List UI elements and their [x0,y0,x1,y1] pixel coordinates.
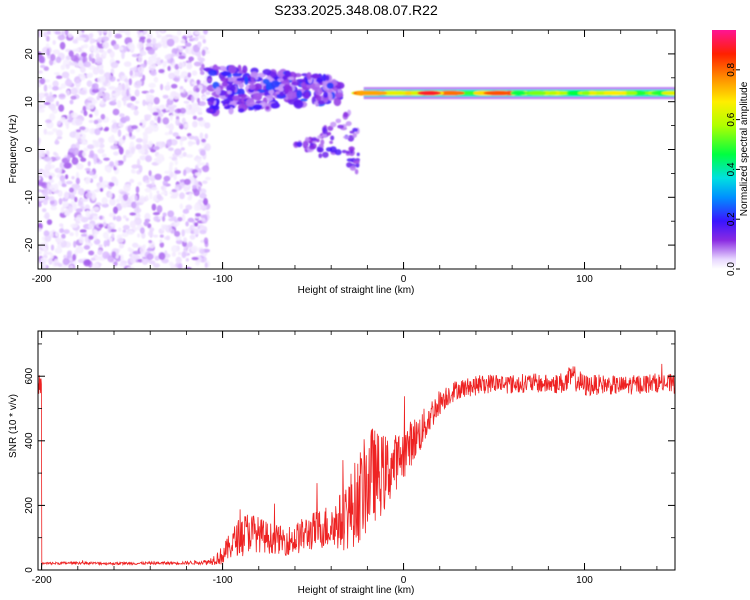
spectrogram-ylabel: Frequency (Hz) [8,115,19,184]
colorbar-tick-label: 0.8 [726,62,737,76]
spectrogram-region-1 [203,64,345,117]
snr-frame [37,330,676,571]
x-tick-label: 0 [401,575,407,586]
x-tick-label: -200 [32,575,52,586]
y-tick-label: -10 [24,190,35,205]
x-tick-label: 100 [576,575,593,586]
y-tick-label: 20 [24,48,35,60]
x-tick-label: -100 [213,274,233,285]
colorbar-tick-label: 0.0 [726,262,737,276]
spectrogram-region-3 [351,87,675,100]
y-tick-label: 0 [24,567,35,573]
colorbar-gradient [712,30,736,269]
y-tick-label: 600 [24,367,35,384]
colorbar-tick-label: 0.2 [726,212,737,226]
x-tick-label: 0 [401,274,407,285]
snr-panel: -200 -100 0 100 0 200 400 600 Height of straigh… [8,330,676,596]
spectrogram-region-0 [38,30,211,269]
snr-ylabel: SNR (10 * v/v) [8,394,19,458]
x-tick-label: -100 [213,575,233,586]
spectrogram-region-2 [293,109,361,175]
x-tick-label: 100 [576,274,593,285]
snr-series-line [38,363,675,567]
spectrogram-frame [37,29,676,270]
colorbar-tick-label: 0.4 [726,162,737,176]
y-tick-label: 400 [24,432,35,449]
spectrogram-heatmap [38,30,675,269]
spectrogram-xlabel: Height of straight line (km) [298,285,415,296]
colorbar-label: Normalized spectral amplitude [739,81,750,216]
x-tick-label: -200 [32,274,52,285]
y-tick-label: -20 [24,237,35,252]
spectrogram-blobs [38,30,675,269]
y-tick-label: 0 [24,146,35,152]
chart-title: S233.2025.348.08.07.R22 [274,2,438,18]
snr-xlabel: Height of straight line (km) [298,585,415,596]
colorbar: 0.0 0.2 0.4 0.6 0.8 Normalized spectral ampl… [712,30,750,276]
colorbar-tick-label: 0.6 [726,112,737,126]
y-tick-label: 200 [24,497,35,514]
y-tick-label: 10 [24,96,35,108]
colorbar-ticks: 0.0 0.2 0.4 0.6 0.8 [726,62,740,276]
